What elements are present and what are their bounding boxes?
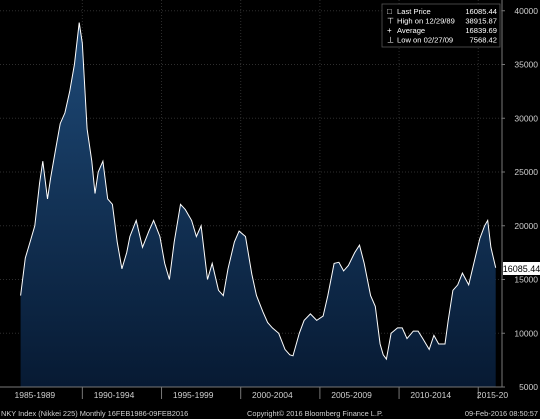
legend-label: High on 12/29/89 <box>397 17 455 26</box>
legend-label: Last Price <box>397 7 431 16</box>
x-tick-label: 2010-2014 <box>410 390 451 400</box>
legend-label: Low on 02/27/09 <box>397 36 453 45</box>
footer-center: Copyright© 2016 Bloomberg Finance L.P. <box>247 409 383 418</box>
x-tick-label: 2005-2009 <box>331 390 372 400</box>
y-tick-label: 15000 <box>514 275 538 285</box>
legend-marker: □ <box>387 7 392 16</box>
y-tick-label: 5000 <box>519 382 538 392</box>
footer-left: NKY Index (Nikkei 225) Monthly 16FEB1986… <box>1 409 188 418</box>
y-tick-label: 40000 <box>514 6 538 16</box>
footer-right: 09-Feb-2016 08:50:57 <box>465 409 538 418</box>
legend: □ Last Price 16085.44 ⊤ High on 12/29/89 3891… <box>381 3 501 48</box>
y-tick-label: 20000 <box>514 221 538 231</box>
series-area-fill <box>20 22 496 387</box>
legend-label: Average <box>397 26 425 35</box>
legend-value: 16839.69 <box>465 26 497 35</box>
last-price-tag: 16085.44 <box>503 262 540 275</box>
series-line <box>20 22 497 361</box>
legend-value: 38915.87 <box>465 17 497 26</box>
y-tick-label: 35000 <box>514 60 538 70</box>
x-tick-label: 1985-1989 <box>15 390 56 400</box>
y-tick-label: 25000 <box>514 167 538 177</box>
y-tick-label: 10000 <box>514 328 538 338</box>
x-tick-labels: 1985-1989 1990-1994 1995-1999 2000-2004 2005… <box>15 390 509 400</box>
x-tick-label: 1990-1994 <box>94 390 135 400</box>
footer: NKY Index (Nikkei 225) Monthly 16FEB1986… <box>1 409 538 418</box>
legend-marker: ⊥ <box>387 36 394 45</box>
legend-marker: ⊤ <box>387 17 394 26</box>
x-tick-label: 1995-1999 <box>173 390 214 400</box>
last-price-tag-text: 16085.44 <box>503 264 540 274</box>
x-tick-label: 2000-2004 <box>252 390 293 400</box>
legend-value: 7568.42 <box>470 36 497 45</box>
legend-value: 16085.44 <box>465 7 497 16</box>
y-tick-label: 30000 <box>514 113 538 123</box>
y-tick-labels: 5000 10000 15000 20000 25000 30000 35000 40000 <box>502 6 538 392</box>
legend-box <box>381 3 501 48</box>
legend-marker: + <box>387 26 392 35</box>
x-tick-label: 2015-20 <box>477 390 508 400</box>
grid-lines <box>0 0 502 399</box>
